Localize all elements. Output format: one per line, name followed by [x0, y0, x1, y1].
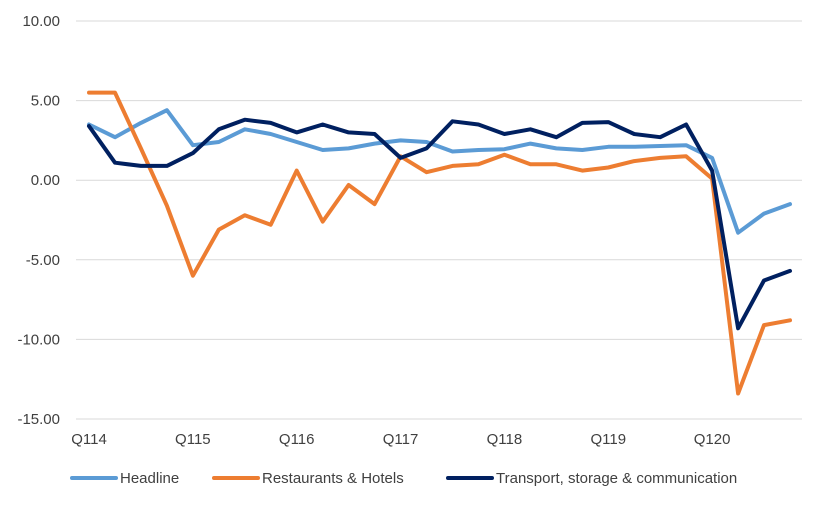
x-tick-label: Q119 — [590, 431, 626, 448]
series-line-restaurants-hotels — [87, 90, 792, 396]
legend: Headline Restaurants & Hotels Transport, s… — [70, 470, 737, 487]
x-tick-label: Q114 — [71, 431, 107, 448]
x-tick-label: Q120 — [694, 431, 731, 448]
y-tick-label: 0.00 — [31, 172, 60, 189]
x-tick-label: Q117 — [383, 431, 419, 448]
y-tick-label: 5.00 — [31, 93, 60, 110]
x-tick-label: Q118 — [487, 431, 523, 448]
gridlines — [76, 20, 802, 420]
y-tick-label: -5.00 — [26, 252, 60, 269]
y-tick-label: -10.00 — [17, 331, 60, 348]
series-line-transport-storage-communication — [87, 117, 792, 331]
y-tick-label: -15.00 — [17, 411, 60, 428]
x-tick-label: Q115 — [175, 431, 211, 448]
x-axis-tick-labels: Q114 Q115 Q116 Q117 Q118 Q119 Q120 — [71, 431, 730, 448]
series-lines — [87, 90, 792, 396]
legend-label: Transport, storage & communication — [496, 470, 737, 487]
legend-label: Headline — [120, 470, 179, 487]
y-axis-tick-labels: 10.00 5.00 0.00 -5.00 -10.00 -15.00 — [17, 13, 60, 428]
x-tick-label: Q116 — [279, 431, 315, 448]
legend-label: Restaurants & Hotels — [262, 470, 404, 487]
y-tick-label: 10.00 — [22, 13, 60, 30]
series-line-headline — [87, 108, 792, 235]
